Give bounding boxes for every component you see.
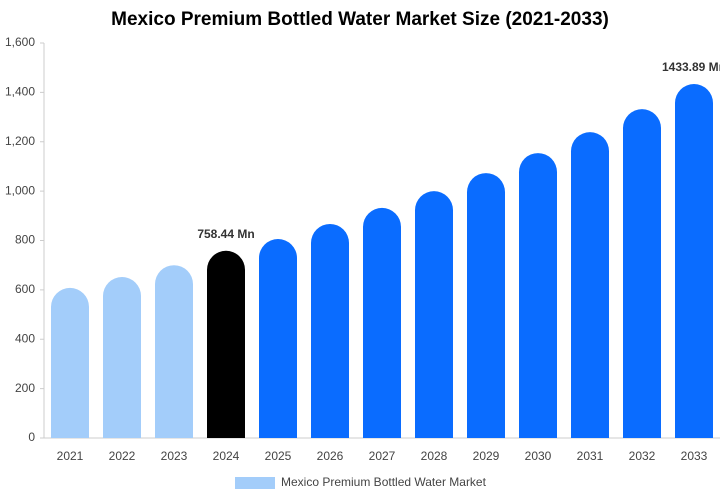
- x-tick-label: 2029: [473, 449, 500, 463]
- x-tick-label: 2026: [317, 449, 344, 463]
- bar: [675, 84, 713, 438]
- y-tick-label: 400: [15, 331, 35, 345]
- bar: [311, 223, 349, 438]
- bar: [207, 250, 245, 438]
- x-tick-label: 2025: [265, 449, 292, 463]
- x-tick-label: 2028: [421, 449, 448, 463]
- chart-title: Mexico Premium Bottled Water Market Size…: [111, 9, 609, 30]
- bar: [363, 207, 401, 438]
- y-tick-label: 800: [15, 233, 35, 247]
- legend-label: Mexico Premium Bottled Water Market: [281, 475, 487, 489]
- bar: [571, 132, 609, 438]
- x-tick-label: 2030: [525, 449, 552, 463]
- y-tick-label: 1,600: [5, 35, 35, 49]
- bar: [155, 265, 193, 438]
- x-tick-label: 2027: [369, 449, 396, 463]
- bar: [51, 287, 89, 438]
- bar: [103, 277, 141, 438]
- x-tick-label: 2033: [681, 449, 708, 463]
- bar: [259, 239, 297, 438]
- y-tick-label: 1,400: [5, 85, 35, 99]
- x-tick-label: 2024: [213, 449, 240, 463]
- x-tick-label: 2022: [109, 449, 136, 463]
- y-tick-label: 600: [15, 282, 35, 296]
- bar: [623, 109, 661, 438]
- bar: [415, 191, 453, 438]
- y-tick-label: 1,000: [5, 183, 35, 197]
- x-tick-label: 2023: [161, 449, 188, 463]
- x-tick-label: 2031: [577, 449, 604, 463]
- bar: [467, 173, 505, 438]
- bar: [519, 153, 557, 438]
- legend-swatch: [235, 477, 275, 489]
- x-tick-label: 2021: [57, 449, 84, 463]
- y-tick-label: 0: [28, 430, 35, 444]
- value-label: 1433.89 Mn: [662, 60, 720, 74]
- x-tick-label: 2032: [629, 449, 656, 463]
- value-label: 758.44 Mn: [197, 227, 254, 241]
- y-tick-label: 200: [15, 381, 35, 395]
- y-tick-label: 1,200: [5, 134, 35, 148]
